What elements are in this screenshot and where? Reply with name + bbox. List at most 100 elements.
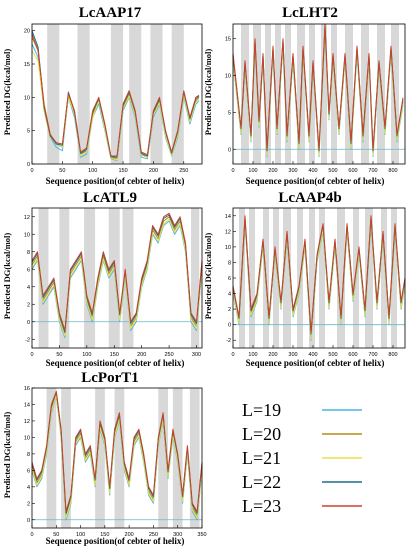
x-tick-label: 300 bbox=[192, 352, 201, 358]
helix-band bbox=[249, 208, 255, 348]
x-tick-label: 350 bbox=[197, 532, 206, 538]
series-line-l23 bbox=[232, 23, 404, 150]
y-tick-label: 12 bbox=[24, 215, 30, 221]
x-tick-label: 400 bbox=[308, 168, 317, 174]
helix-band bbox=[285, 24, 291, 164]
y-tick-label: 10 bbox=[24, 435, 30, 441]
helix-band bbox=[158, 388, 168, 528]
x-tick-label: 600 bbox=[348, 352, 357, 358]
y-tick-label: 6 bbox=[27, 468, 30, 474]
y-tick-label: 0 bbox=[27, 162, 30, 168]
y-tick-label: 12 bbox=[24, 419, 30, 425]
helix-band bbox=[275, 24, 281, 164]
y-axis-label: Predicted DG(kcal/mol) bbox=[2, 49, 12, 136]
plot-area: 0 50 100 150 200 250 300 -2 0 2 4 6 8 10 12 bbox=[24, 207, 203, 358]
x-tick-label: 800 bbox=[388, 352, 397, 358]
helix-band bbox=[150, 24, 163, 164]
x-tick-label: 0 bbox=[231, 168, 234, 174]
legend-label-l23: L=23 bbox=[242, 496, 281, 516]
x-tick-label: 50 bbox=[53, 532, 59, 538]
x-tick-label: 300 bbox=[288, 168, 297, 174]
x-tick-label: 100 bbox=[76, 532, 85, 538]
helix-band bbox=[337, 208, 345, 348]
helix-band bbox=[345, 24, 353, 164]
x-tick-label: 400 bbox=[308, 352, 317, 358]
x-tick-label: 150 bbox=[110, 352, 119, 358]
y-tick-label: 0 bbox=[228, 323, 231, 329]
helix-band bbox=[273, 208, 279, 348]
chart-title: LcATL9 bbox=[83, 190, 137, 206]
plot-area: 0 100 200 300 400 500 600 700 800 0 5 10 15 bbox=[225, 23, 406, 174]
series-line-l21 bbox=[31, 50, 200, 161]
y-axis-label: Predicted DG(kcal/mol) bbox=[2, 412, 12, 499]
helix-band bbox=[46, 388, 57, 528]
x-tick-label: 300 bbox=[173, 532, 182, 538]
helix-band bbox=[77, 24, 90, 164]
y-tick-label: 5 bbox=[27, 129, 30, 135]
chart-title: LcLHT2 bbox=[282, 5, 338, 21]
x-tick-label: 50 bbox=[59, 168, 65, 174]
helix-band bbox=[59, 208, 70, 348]
y-tick-label: 2 bbox=[228, 307, 231, 313]
x-tick-label: 150 bbox=[118, 168, 127, 174]
y-tick-label: 4 bbox=[27, 285, 30, 291]
y-tick-label: 15 bbox=[24, 62, 30, 68]
helix-band bbox=[191, 208, 200, 348]
y-tick-label: 0 bbox=[27, 518, 30, 524]
x-tick-label: 100 bbox=[82, 352, 91, 358]
y-tick-label: -2 bbox=[226, 338, 231, 344]
y-tick-label: 8 bbox=[27, 250, 30, 256]
helix-band bbox=[321, 24, 327, 164]
plot-area: 0 50 100 150 200 250 300 350 0 2 4 6 8 10 12 14 16 bbox=[24, 386, 207, 538]
chart-panel-lcaap4b: LcAAP4b Predicted DG(kcal/mol) Sequence … bbox=[203, 190, 406, 368]
helix-band bbox=[391, 208, 397, 348]
x-tick-label: 600 bbox=[348, 168, 357, 174]
helix-band bbox=[110, 24, 124, 164]
y-tick-label: 0 bbox=[228, 147, 231, 153]
x-tick-label: 150 bbox=[100, 532, 109, 538]
helix-band bbox=[47, 24, 60, 164]
y-axis-label: Predicted DG(kcal/mol) bbox=[2, 233, 12, 320]
x-tick-label: 250 bbox=[179, 168, 188, 174]
y-tick-label: 4 bbox=[27, 485, 30, 491]
series-line-l23 bbox=[232, 215, 406, 333]
y-tick-label: 6 bbox=[228, 276, 231, 282]
helix-band bbox=[61, 388, 71, 528]
helix-band bbox=[108, 208, 120, 348]
y-tick-label: 6 bbox=[27, 267, 30, 273]
x-tick-label: 0 bbox=[30, 168, 33, 174]
x-tick-label: 200 bbox=[149, 168, 158, 174]
chart-title: LcAAP17 bbox=[79, 5, 142, 21]
helix-band bbox=[283, 208, 291, 348]
plot-frame bbox=[232, 23, 406, 165]
plot-frame bbox=[31, 23, 203, 165]
x-tick-label: 700 bbox=[368, 168, 377, 174]
helix-band bbox=[265, 24, 271, 164]
plot-frame bbox=[31, 207, 203, 349]
y-axis-label: Predicted DG(kcal/mol) bbox=[203, 49, 213, 136]
x-tick-label: 50 bbox=[56, 352, 62, 358]
helix-band bbox=[84, 208, 96, 348]
x-tick-label: 500 bbox=[328, 168, 337, 174]
y-tick-label: 10 bbox=[225, 245, 231, 251]
x-axis-label: Sequence position(of cebter of helix) bbox=[46, 536, 185, 546]
series-line-l23 bbox=[31, 212, 203, 331]
x-axis-label: Sequence position(of cebter of helix) bbox=[46, 358, 185, 368]
x-tick-label: 0 bbox=[30, 352, 33, 358]
y-tick-label: 10 bbox=[24, 232, 30, 238]
x-tick-label: 0 bbox=[30, 532, 33, 538]
y-tick-label: 15 bbox=[225, 37, 231, 43]
y-tick-label: 5 bbox=[228, 110, 231, 116]
chart-title: LcAAP4b bbox=[278, 190, 341, 206]
x-tick-label: 250 bbox=[165, 352, 174, 358]
x-tick-label: 200 bbox=[268, 352, 277, 358]
helix-band bbox=[114, 388, 125, 528]
y-tick-label: 2 bbox=[27, 302, 30, 308]
legend-label-l22: L=22 bbox=[242, 472, 281, 492]
helix-band bbox=[361, 24, 369, 164]
y-tick-label: 2 bbox=[27, 501, 30, 507]
plot-area: 0 50 100 150 200 250 0 5 10 15 20 bbox=[24, 23, 203, 174]
x-tick-label: 800 bbox=[388, 168, 397, 174]
y-tick-label: 8 bbox=[228, 260, 231, 266]
y-tick-label: -2 bbox=[25, 337, 30, 343]
